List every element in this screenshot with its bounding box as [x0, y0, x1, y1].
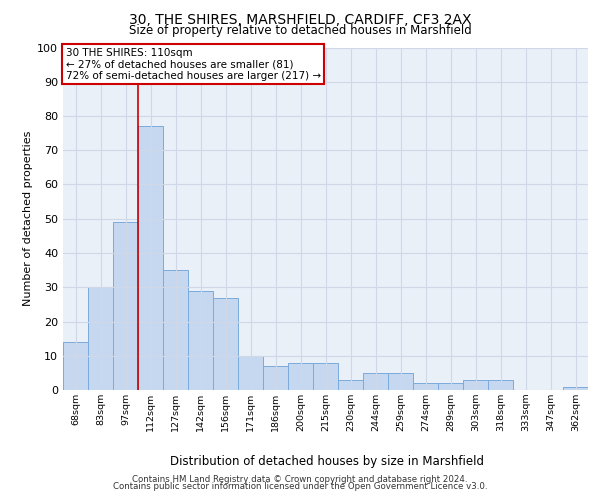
Bar: [563, 386, 588, 390]
Y-axis label: Number of detached properties: Number of detached properties: [23, 131, 33, 306]
Bar: [263, 366, 288, 390]
Bar: [338, 380, 363, 390]
Bar: [163, 270, 188, 390]
Bar: [463, 380, 488, 390]
Bar: [138, 126, 163, 390]
Text: 30, THE SHIRES, MARSHFIELD, CARDIFF, CF3 2AX: 30, THE SHIRES, MARSHFIELD, CARDIFF, CF3…: [129, 12, 471, 26]
Bar: [213, 298, 238, 390]
Bar: [438, 383, 463, 390]
Bar: [63, 342, 88, 390]
Text: Contains HM Land Registry data © Crown copyright and database right 2024.: Contains HM Land Registry data © Crown c…: [132, 475, 468, 484]
Bar: [413, 383, 438, 390]
Bar: [288, 362, 313, 390]
Bar: [88, 287, 113, 390]
Text: Contains public sector information licensed under the Open Government Licence v3: Contains public sector information licen…: [113, 482, 487, 491]
Bar: [488, 380, 513, 390]
Bar: [188, 290, 213, 390]
Bar: [238, 356, 263, 390]
Bar: [388, 373, 413, 390]
Text: Distribution of detached houses by size in Marshfield: Distribution of detached houses by size …: [170, 454, 484, 468]
Text: Size of property relative to detached houses in Marshfield: Size of property relative to detached ho…: [128, 24, 472, 37]
Bar: [113, 222, 138, 390]
Bar: [363, 373, 388, 390]
Text: 30 THE SHIRES: 110sqm
← 27% of detached houses are smaller (81)
72% of semi-deta: 30 THE SHIRES: 110sqm ← 27% of detached …: [65, 48, 321, 80]
Bar: [313, 362, 338, 390]
